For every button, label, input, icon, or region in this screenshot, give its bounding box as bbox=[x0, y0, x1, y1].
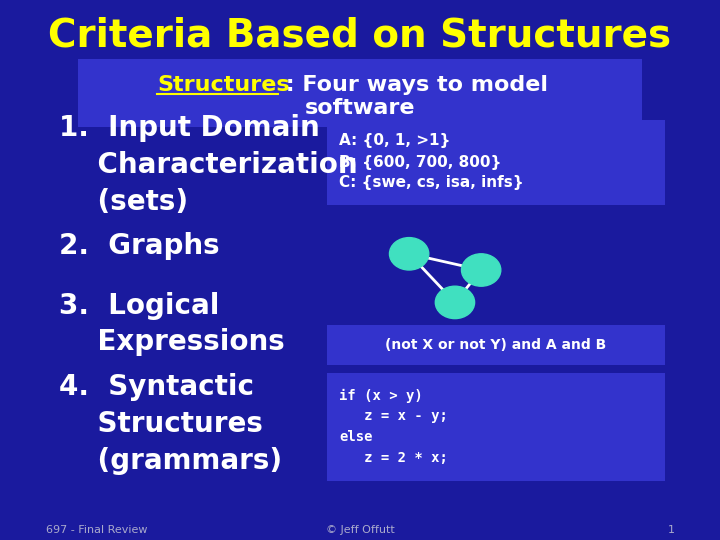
Text: 1.  Input Domain
    Characterization
    (sets): 1. Input Domain Characterization (sets) bbox=[59, 114, 357, 215]
Text: 3.  Logical
    Expressions: 3. Logical Expressions bbox=[59, 292, 284, 356]
Circle shape bbox=[390, 238, 429, 270]
Text: Structures: Structures bbox=[157, 75, 289, 96]
Text: 1: 1 bbox=[667, 525, 675, 535]
FancyBboxPatch shape bbox=[78, 59, 642, 127]
Text: software: software bbox=[305, 98, 415, 118]
Text: if (x > y)
   z = x - y;
else
   z = 2 * x;: if (x > y) z = x - y; else z = 2 * x; bbox=[339, 389, 448, 464]
FancyBboxPatch shape bbox=[328, 373, 665, 481]
Text: A: {0, 1, >1}
B: {600, 700, 800}
C: {swe, cs, isa, infs}: A: {0, 1, >1} B: {600, 700, 800} C: {swe… bbox=[339, 133, 523, 191]
FancyBboxPatch shape bbox=[328, 120, 665, 205]
Text: : Four ways to model: : Four ways to model bbox=[278, 75, 548, 96]
Circle shape bbox=[462, 254, 501, 286]
Text: © Jeff Offutt: © Jeff Offutt bbox=[325, 525, 395, 535]
Circle shape bbox=[436, 286, 474, 319]
Text: 2.  Graphs: 2. Graphs bbox=[59, 232, 220, 260]
Text: 4.  Syntactic
    Structures
    (grammars): 4. Syntactic Structures (grammars) bbox=[59, 373, 282, 475]
FancyBboxPatch shape bbox=[328, 325, 665, 364]
Text: (not X or not Y) and A and B: (not X or not Y) and A and B bbox=[385, 338, 606, 352]
Text: Criteria Based on Structures: Criteria Based on Structures bbox=[48, 16, 672, 54]
Text: 697 - Final Review: 697 - Final Review bbox=[45, 525, 147, 535]
